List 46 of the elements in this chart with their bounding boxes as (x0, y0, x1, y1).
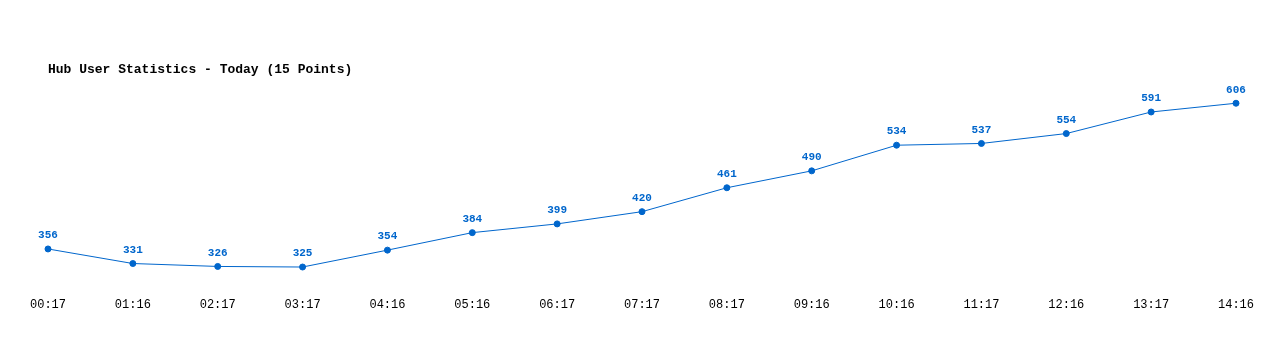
data-label: 490 (801, 151, 822, 164)
data-label: 356 (38, 229, 58, 242)
data-label: 399 (547, 204, 568, 217)
data-label: 461 (716, 168, 738, 181)
data-label: 606 (1226, 83, 1246, 96)
x-tick-label: 03:17 (284, 297, 321, 312)
x-tick-label: 07:17 (623, 297, 661, 312)
x-tick-label: 10:16 (878, 297, 915, 312)
point (1062, 130, 1070, 138)
data-label: 534 (886, 125, 907, 138)
x-tick-label: 00:17 (29, 297, 67, 312)
point (468, 229, 476, 237)
data-label: 554 (1056, 113, 1077, 126)
point (214, 262, 222, 270)
point (638, 208, 646, 216)
data-label: 420 (632, 191, 652, 204)
x-tick-label: 08:17 (708, 297, 745, 312)
point (808, 167, 816, 175)
data-label: 354 (377, 230, 398, 243)
data-label: 591 (1141, 92, 1162, 105)
x-tick-label: 06:17 (539, 297, 576, 312)
point (893, 141, 901, 149)
x-tick-label: 02:17 (199, 297, 236, 312)
point (44, 245, 52, 253)
point (1232, 99, 1240, 107)
point (383, 246, 391, 254)
data-label: 325 (292, 247, 313, 260)
x-tick-label: 11:17 (963, 297, 1000, 312)
data-label: 331 (122, 243, 144, 256)
point (723, 184, 731, 192)
data-label: 384 (462, 212, 483, 225)
point (299, 263, 307, 271)
point (129, 260, 137, 268)
chart-title: Hub User Statistics - Today (15 Points) (48, 62, 353, 78)
x-tick-label: 05:16 (454, 297, 491, 312)
x-tick-label: 13:17 (1133, 297, 1170, 312)
x-tick-label: 04:16 (369, 297, 406, 312)
x-tick-label: 09:16 (793, 297, 830, 312)
point (1147, 108, 1155, 116)
x-tick-label: 01:16 (114, 297, 151, 312)
point (553, 220, 561, 228)
x-tick-label: 14:16 (1217, 297, 1255, 312)
data-label: 537 (971, 123, 992, 136)
data-label: 326 (207, 246, 228, 259)
point (977, 139, 985, 147)
x-tick-label: 12:16 (1048, 297, 1085, 312)
